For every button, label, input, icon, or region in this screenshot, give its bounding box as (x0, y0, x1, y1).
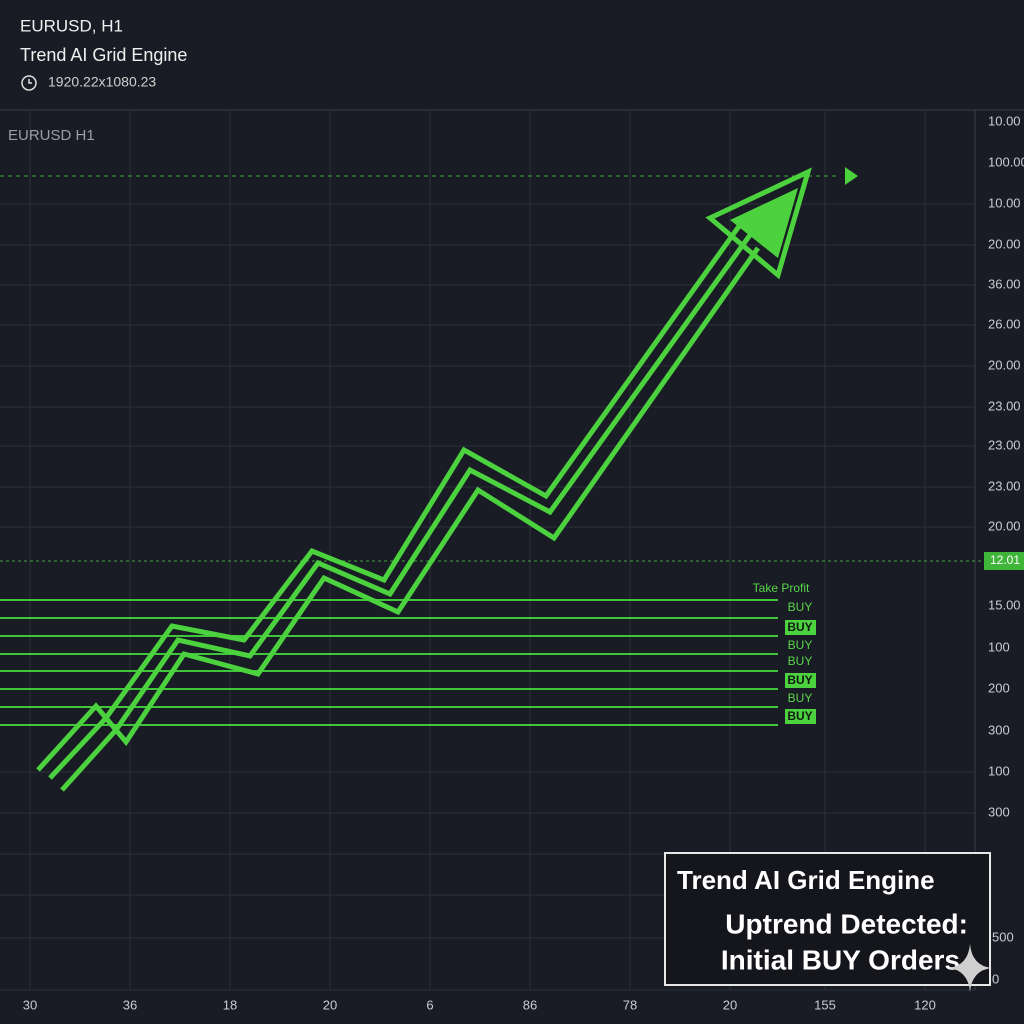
label: 10.00 (988, 113, 1021, 128)
label: 78 (623, 997, 637, 1012)
take-profit: Take Profit (753, 581, 810, 595)
label: 86 (523, 997, 537, 1012)
label: 300 (988, 722, 1010, 737)
buy-label: BUY (787, 620, 812, 634)
buy-label: BUY (788, 600, 813, 614)
label: 155 (814, 997, 836, 1012)
label: 6 (426, 997, 433, 1012)
x-axis: 30 36 18 20 6 86 78 20 155 120 (23, 997, 936, 1012)
label: 10.00 (988, 195, 1021, 210)
label: 23.00 (988, 478, 1021, 493)
label: 100 (988, 763, 1010, 778)
grid (0, 110, 976, 991)
target-marker (845, 167, 858, 185)
label: 20.00 (988, 518, 1021, 533)
buy-label: BUY (787, 709, 812, 723)
label: 120 (914, 997, 936, 1012)
label: 36 (123, 997, 137, 1012)
buy-label: BUY (787, 673, 812, 687)
label: 200 (988, 680, 1010, 695)
resolution: 1920.22x1080.23 (48, 74, 156, 90)
label: 18 (223, 997, 237, 1012)
symbol: EURUSD, H1 (20, 16, 123, 35)
label: 15.00 (988, 597, 1021, 612)
label: 500 (992, 929, 1014, 944)
label: 36.00 (988, 276, 1021, 291)
buy-label: BUY (788, 691, 813, 705)
panel-title: Trend AI Grid Engine (677, 865, 935, 895)
label: 100 (988, 639, 1010, 654)
buy-label: BUY (788, 654, 813, 668)
label: 30 (23, 997, 37, 1012)
panel-line: Uptrend Detected: (725, 908, 968, 939)
label: 23.00 (988, 398, 1021, 413)
engine: Trend AI Grid Engine (20, 45, 187, 65)
label: 100.00 (988, 154, 1024, 169)
clock-hand (28, 79, 32, 84)
label: 0 (992, 971, 999, 986)
label: 20.00 (988, 357, 1021, 372)
label: 300 (988, 804, 1010, 819)
label: 20.00 (988, 236, 1021, 251)
buy-label: BUY (788, 638, 813, 652)
label: 20 (323, 997, 337, 1012)
panel-line: Initial BUY Orders (721, 944, 960, 975)
clock-icon (21, 75, 37, 91)
trend-arrow (36, 167, 812, 792)
chart-label: EURUSD H1 (8, 127, 95, 144)
label: 20 (723, 997, 737, 1012)
sparkle-icon (948, 944, 992, 992)
y-axis: 10.00 100.00 10.00 20.00 36.00 26.00 20.… (984, 113, 1024, 986)
status-panel (664, 852, 991, 986)
label: 26.00 (988, 316, 1021, 331)
label: 23.00 (988, 437, 1021, 452)
order-lines (0, 599, 778, 726)
price-tag: 12.01 (990, 553, 1020, 567)
